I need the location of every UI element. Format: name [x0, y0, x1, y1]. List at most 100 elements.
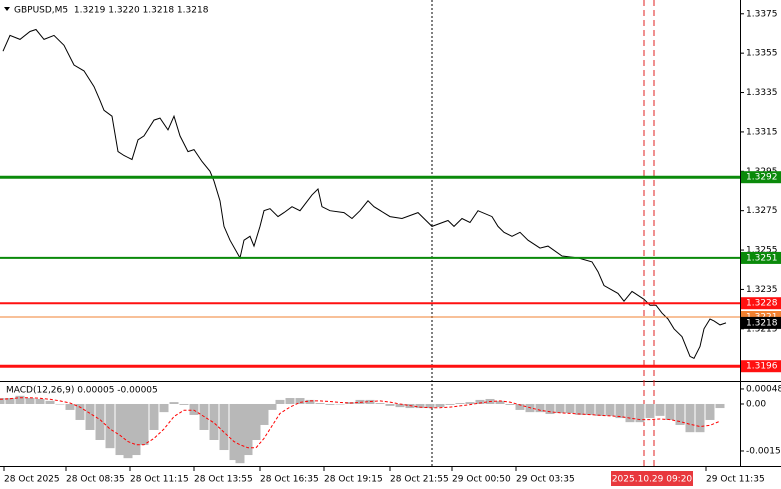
x-tick-label: 28 Oct 11:15: [130, 475, 189, 485]
histogram-bar: [251, 403, 261, 441]
y-tick-label: 1.3355: [746, 49, 778, 59]
histogram-bar: [243, 403, 253, 456]
x-tick-label: 28 Oct 19:15: [324, 475, 383, 485]
y-tick-label: 1.3275: [746, 206, 778, 216]
histogram-bar: [375, 403, 385, 404]
histogram-bar: [555, 403, 565, 414]
x-tick-label: 28 Oct 21:55: [390, 475, 449, 485]
histogram-bar: [535, 403, 545, 413]
macd-title: MACD(12,26,9) 0.00005 -0.00005: [6, 386, 158, 396]
histogram-bar: [159, 403, 169, 413]
histogram-bar: [505, 403, 515, 405]
histogram-bar: [259, 403, 269, 425]
y-tick-label: 1.3375: [746, 9, 778, 19]
level-label: 1.3292: [746, 173, 778, 183]
histogram-bar: [565, 403, 575, 414]
histogram-bar: [435, 403, 445, 408]
y-tick-label: 0.00: [746, 399, 766, 409]
y-tick-label: 1.3215: [746, 324, 778, 334]
histogram-bar: [189, 403, 199, 415]
signal-line: [0, 397, 721, 449]
histogram-bar: [645, 403, 655, 419]
histogram-bar: [615, 403, 625, 419]
histogram-bar: [395, 403, 405, 408]
x-tick-label: 29 Oct 03:35: [516, 475, 575, 485]
histogram-bar: [285, 398, 295, 404]
histogram-bar: [315, 403, 325, 404]
x-tick-label: 29 Oct 11:35: [706, 475, 765, 485]
x-tick-label: 28 Oct 16:35: [260, 475, 319, 485]
y-tick-label: 1.3315: [746, 127, 778, 137]
histogram-bar: [139, 403, 149, 446]
y-tick-label: 1.3235: [746, 285, 778, 295]
histogram-bar: [455, 403, 465, 404]
price-line: [2, 28, 727, 359]
menu-triangle: [4, 7, 10, 11]
histogram-bar: [149, 403, 159, 430]
histogram-bar: [665, 403, 675, 420]
histogram-bar: [209, 403, 219, 441]
histogram-bar: [55, 403, 65, 405]
histogram-bar: [675, 403, 685, 425]
histogram-bar: [75, 403, 85, 420]
chart-title: GBPUSD,M5 1.3219 1.3220 1.3218 1.3218: [14, 6, 209, 16]
histogram-bar: [635, 403, 645, 423]
histogram-bar: [275, 399, 285, 404]
histogram-bar: [415, 403, 425, 409]
histogram-bar: [5, 398, 15, 404]
histogram-bar: [219, 403, 229, 451]
histogram-bar: [115, 403, 125, 456]
histogram-bar: [465, 402, 475, 404]
cursor-time-label: 2025.10.29 09:20: [612, 475, 693, 485]
histogram-bar: [705, 403, 715, 420]
x-tick-label: 28 Oct 2025: [4, 475, 60, 485]
histogram-bar: [335, 403, 345, 405]
histogram-bar: [595, 403, 605, 416]
x-tick-label: 28 Oct 08:35: [66, 475, 125, 485]
histogram-bar: [695, 403, 705, 433]
level-label-box: [741, 171, 781, 184]
histogram-bar: [495, 400, 505, 404]
level-label: 1.3196: [746, 362, 778, 372]
histogram-bar: [45, 400, 55, 404]
histogram-bar: [625, 403, 635, 423]
histogram-bar: [0, 398, 5, 404]
histogram-bar: [655, 403, 665, 416]
last-price-label: 1.3218: [746, 318, 778, 328]
histogram-bar: [515, 403, 525, 410]
histogram-bar: [475, 399, 485, 404]
histogram-bar: [685, 403, 695, 433]
level-label-box: [741, 251, 781, 264]
level-label: 1.3228: [746, 299, 778, 309]
histogram-bar: [15, 395, 25, 404]
last-price-box: [741, 316, 781, 329]
histogram-bar: [65, 403, 75, 410]
level-label-box: [741, 360, 781, 373]
histogram-bar: [95, 403, 105, 441]
histogram-bar: [545, 403, 555, 415]
histogram-bar: [575, 403, 585, 415]
histogram-bar: [385, 403, 395, 406]
histogram-bar: [295, 398, 305, 404]
histogram-bar: [229, 403, 239, 461]
histogram-bar: [169, 402, 179, 404]
level-label-box: [741, 297, 781, 310]
histogram-bar: [131, 403, 141, 456]
histogram-bar: [235, 403, 245, 464]
cursor-time-box: [611, 471, 693, 486]
histogram-bar: [85, 403, 95, 430]
histogram-bar: [605, 403, 615, 416]
x-tick-label: 28 Oct 13:55: [194, 475, 253, 485]
histogram-bar: [267, 403, 277, 410]
x-tick-label: 29 Oct 00:50: [452, 475, 511, 485]
level-label: 1.3251: [746, 253, 778, 263]
histogram-bar: [305, 399, 315, 404]
y-tick-label: -0.0015: [746, 446, 781, 456]
histogram-bar: [179, 403, 189, 405]
histogram-bar: [445, 403, 455, 405]
histogram-bar: [425, 403, 435, 409]
histogram-bar: [325, 403, 335, 405]
histogram-bar: [105, 403, 115, 449]
histogram-bar: [585, 403, 595, 415]
